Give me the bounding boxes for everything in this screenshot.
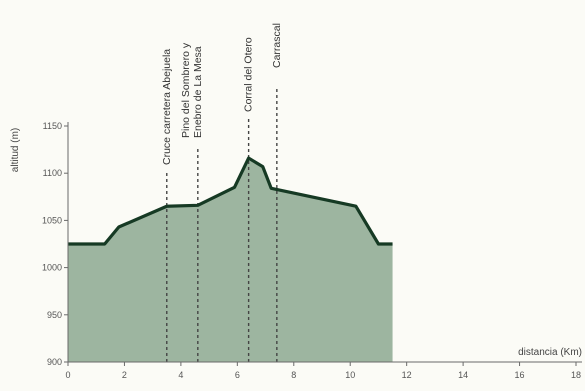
x-axis-title: distancia (Km) <box>518 347 582 358</box>
x-tick-label: 6 <box>235 370 240 380</box>
x-tick-label: 18 <box>571 370 581 380</box>
landmark-label-line: Enebro de La Mesa <box>192 46 204 138</box>
y-tick-label: 1100 <box>43 168 62 178</box>
y-tick-label: 1050 <box>42 215 62 225</box>
landmark-label-line: Carrascal <box>271 23 283 68</box>
landmark-label-line: Corral del Otero <box>243 37 255 112</box>
y-tick-label: 1000 <box>42 263 62 273</box>
x-tick-label: 12 <box>402 370 412 380</box>
x-tick-label: 16 <box>515 370 525 380</box>
y-tick-label: 1150 <box>43 121 62 131</box>
elevation-line <box>68 156 393 246</box>
y-tick-label: 900 <box>47 357 62 367</box>
landmark-label-line: Pino del Sombrero y <box>180 42 192 138</box>
x-tick-label: 4 <box>178 370 183 380</box>
elevation-area <box>68 158 393 362</box>
landmark-label-line: Cruce carretera Abejuela <box>161 49 173 165</box>
x-tick-label: 0 <box>65 370 70 380</box>
landmark-label: Pino del Sombrero y Enebro de La Mesa <box>180 42 204 138</box>
landmark-label: Cruce carretera Abejuela <box>161 49 173 165</box>
y-tick-label: 950 <box>47 310 62 320</box>
x-tick-label: 10 <box>345 370 355 380</box>
x-tick-label: 8 <box>291 370 296 380</box>
landmark-label: Corral del Otero <box>243 37 255 112</box>
landmark-label: Carrascal <box>271 23 283 68</box>
x-tick-label: 14 <box>458 370 468 380</box>
y-axis-title: altitud (m) <box>10 128 21 172</box>
x-tick-label: 2 <box>122 370 127 380</box>
